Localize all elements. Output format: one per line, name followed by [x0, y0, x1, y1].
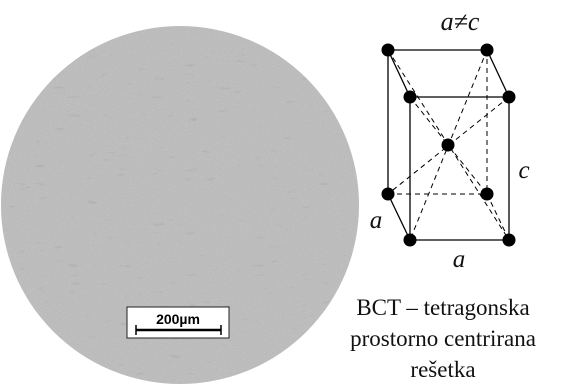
figure-caption: BCT – tetragonska prostorno centrirana r…: [318, 292, 568, 385]
edge-top-right-depth: [486, 49, 510, 98]
edge-label-a-left: a: [370, 207, 383, 234]
caption-line-3: rešetka: [410, 357, 476, 382]
atom-corner: [381, 187, 395, 201]
scale-bar-box: [126, 306, 230, 339]
scale-bar-label: 200µm: [156, 311, 200, 327]
scale-bar: 200µm: [126, 306, 230, 339]
atom-corner: [502, 90, 516, 104]
edge-top-left-depth: [387, 49, 411, 98]
bct-unit-cell: [381, 43, 516, 247]
atom-corner: [480, 187, 494, 201]
caption-line-1: BCT – tetragonska: [356, 295, 530, 320]
lattice-relation-label: a≠c: [441, 7, 480, 36]
atom-corner: [381, 43, 395, 57]
edge-label-c: c: [518, 157, 529, 184]
atom-corner: [480, 43, 494, 57]
body-diagonal-3: [409, 96, 488, 195]
caption-line-2: prostorno centrirana: [350, 326, 536, 351]
atom-corner: [403, 90, 417, 104]
atom-corner: [502, 233, 516, 247]
body-diagonal-4: [387, 96, 510, 195]
edge-hidden-bottom-right-depth: [486, 193, 510, 241]
atom-body-center: [441, 138, 455, 152]
atom-corner: [403, 233, 417, 247]
edge-label-a-bottom: a: [453, 246, 466, 273]
edge-bottom-left-depth: [387, 193, 411, 241]
micrograph: 200µm: [1, 26, 359, 384]
